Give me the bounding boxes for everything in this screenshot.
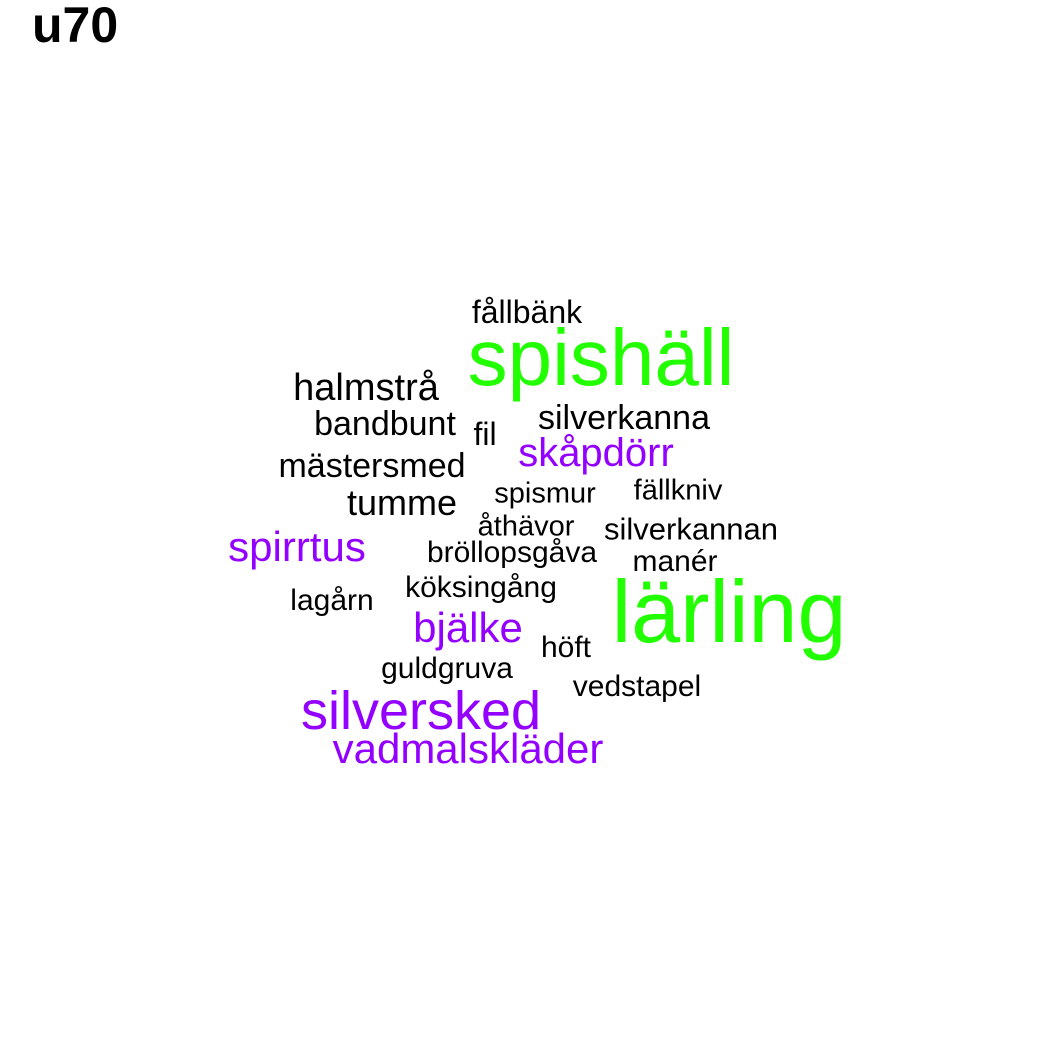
page-title: u70 [32, 0, 119, 53]
word-fil: fil [473, 416, 497, 452]
word-athavor: åthävor [477, 510, 575, 543]
word-bjalke: bjälke [413, 604, 523, 651]
word-brollopsgava: bröllopsgåva [426, 536, 598, 569]
word-maner: manér [632, 545, 718, 578]
word-halmstra: halmstrå [293, 367, 439, 409]
word-spirrtus: spirrtus [228, 523, 366, 570]
word-hoft: höft [540, 631, 592, 664]
word-koksingang: köksingång [405, 571, 557, 604]
word-silversked: silversked [300, 681, 542, 741]
word-spismur: spismur [494, 477, 596, 510]
word-larling: lärling [611, 562, 847, 661]
word-mastersmed: mästersmed [278, 447, 466, 485]
word-tumme: tumme [346, 482, 458, 523]
word-silverkannan: silverkannan [603, 511, 779, 547]
word-vadmalsklader: vadmalskläder [332, 725, 604, 772]
word-fallkniv: fällkniv [633, 474, 723, 507]
word-silverkanna: silverkanna [538, 399, 710, 437]
word-spishall: spishäll [467, 313, 735, 402]
word-fallbank: fållbänk [471, 294, 583, 330]
word-guldgruva: guldgruva [381, 652, 513, 685]
word-lagarn: lagårn [290, 584, 374, 617]
word-vedstapel: vedstapel [572, 670, 702, 703]
word-skapdorr: skåpdörr [518, 431, 674, 475]
word-bandbunt: bandbunt [314, 405, 456, 443]
